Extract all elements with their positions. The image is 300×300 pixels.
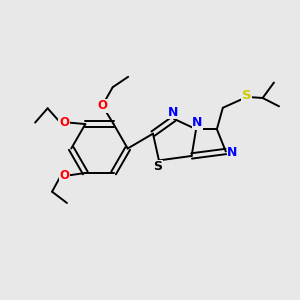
Text: O: O <box>59 116 69 129</box>
Text: N: N <box>192 116 203 129</box>
Text: S: S <box>242 88 251 101</box>
Text: S: S <box>153 160 162 173</box>
Text: N: N <box>227 146 238 160</box>
Text: N: N <box>168 106 178 119</box>
Text: O: O <box>97 99 107 112</box>
Text: O: O <box>59 169 70 182</box>
